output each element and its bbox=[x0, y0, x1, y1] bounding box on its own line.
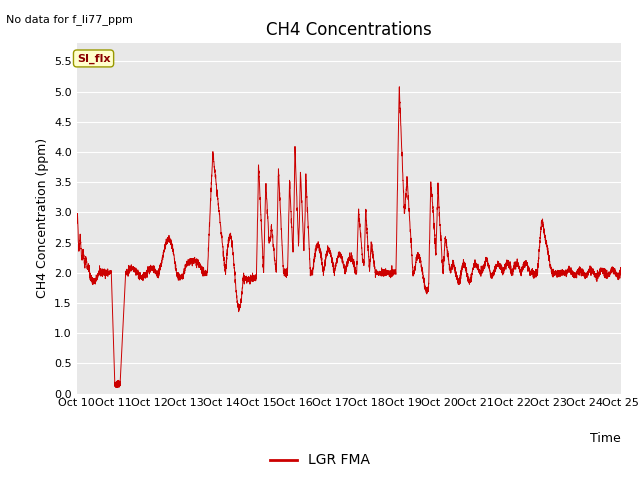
LGR FMA bbox=[399, 187, 407, 192]
LGR FMA bbox=[479, 268, 487, 274]
LGR FMA bbox=[396, 84, 403, 90]
Text: SI_flx: SI_flx bbox=[77, 53, 110, 63]
LGR FMA bbox=[172, 262, 180, 267]
Text: No data for f_li77_ppm: No data for f_li77_ppm bbox=[6, 14, 133, 25]
LGR FMA bbox=[427, 179, 435, 185]
LGR FMA bbox=[113, 384, 120, 390]
Line: LGR FMA: LGR FMA bbox=[77, 87, 621, 387]
Legend: LGR FMA: LGR FMA bbox=[264, 448, 376, 473]
Text: Time: Time bbox=[590, 432, 621, 445]
LGR FMA bbox=[281, 266, 289, 272]
Y-axis label: CH4 Concentration (ppm): CH4 Concentration (ppm) bbox=[36, 138, 49, 299]
LGR FMA bbox=[73, 221, 81, 227]
LGR FMA bbox=[617, 271, 625, 277]
LGR FMA bbox=[520, 259, 528, 264]
Title: CH4 Concentrations: CH4 Concentrations bbox=[266, 21, 431, 39]
